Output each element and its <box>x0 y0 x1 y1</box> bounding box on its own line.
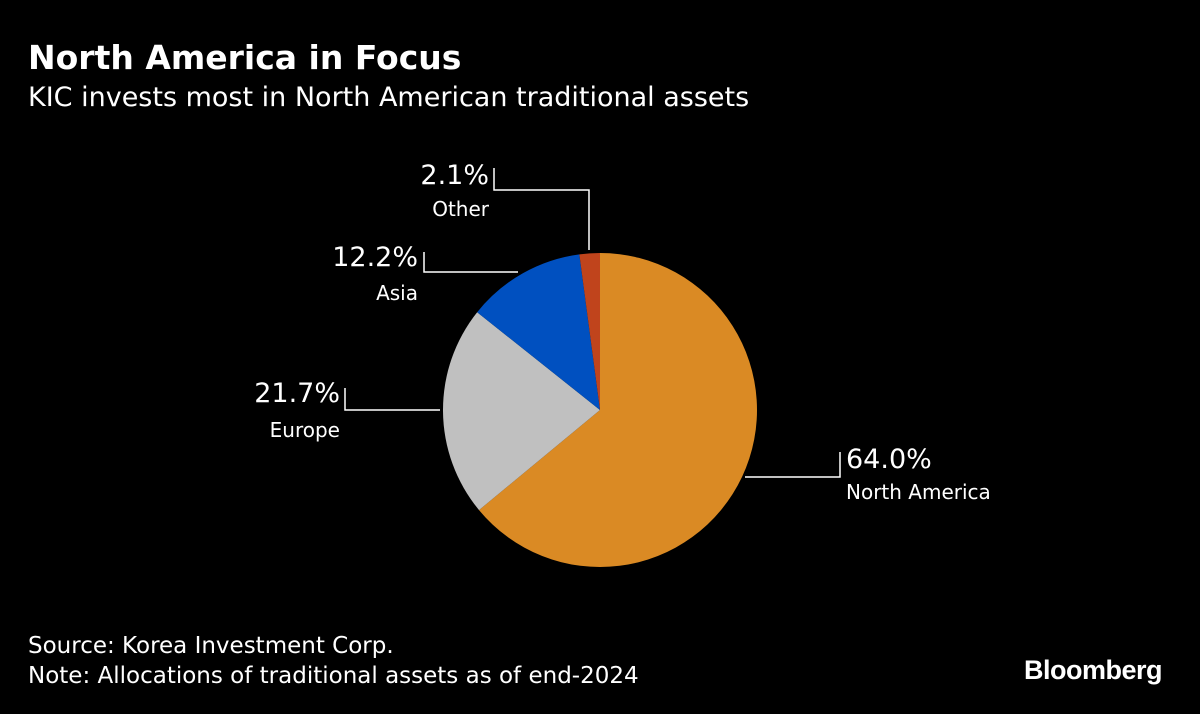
source-note: Source: Korea Investment Corp. <box>28 633 394 659</box>
pie-slice-asia <box>477 254 600 410</box>
data-label-category: Asia <box>376 281 418 305</box>
bloomberg-logo: Bloomberg <box>1023 655 1163 685</box>
data-label-value: 64.0% <box>846 444 932 475</box>
pie-slice-europe <box>442 312 600 511</box>
chart-subtitle: KIC invests most in North American tradi… <box>28 82 750 113</box>
data-label-category: North America <box>846 480 991 504</box>
leader-line-north-america <box>745 452 841 478</box>
footnote: Note: Allocations of traditional assets … <box>28 663 639 689</box>
data-label-value: 12.2% <box>332 242 418 273</box>
data-label-value: 21.7% <box>254 378 340 409</box>
data-label-value: 2.1% <box>420 160 489 191</box>
pie-slice-other <box>579 252 600 410</box>
pie-slice-north-america <box>479 253 757 567</box>
data-label-category: Other <box>432 197 490 221</box>
data-label-category: Europe <box>270 418 340 442</box>
leader-line-other <box>493 168 590 250</box>
chart-title: North America in Focus <box>28 38 462 77</box>
leader-line-europe <box>344 388 440 411</box>
leader-line-asia <box>423 252 518 273</box>
